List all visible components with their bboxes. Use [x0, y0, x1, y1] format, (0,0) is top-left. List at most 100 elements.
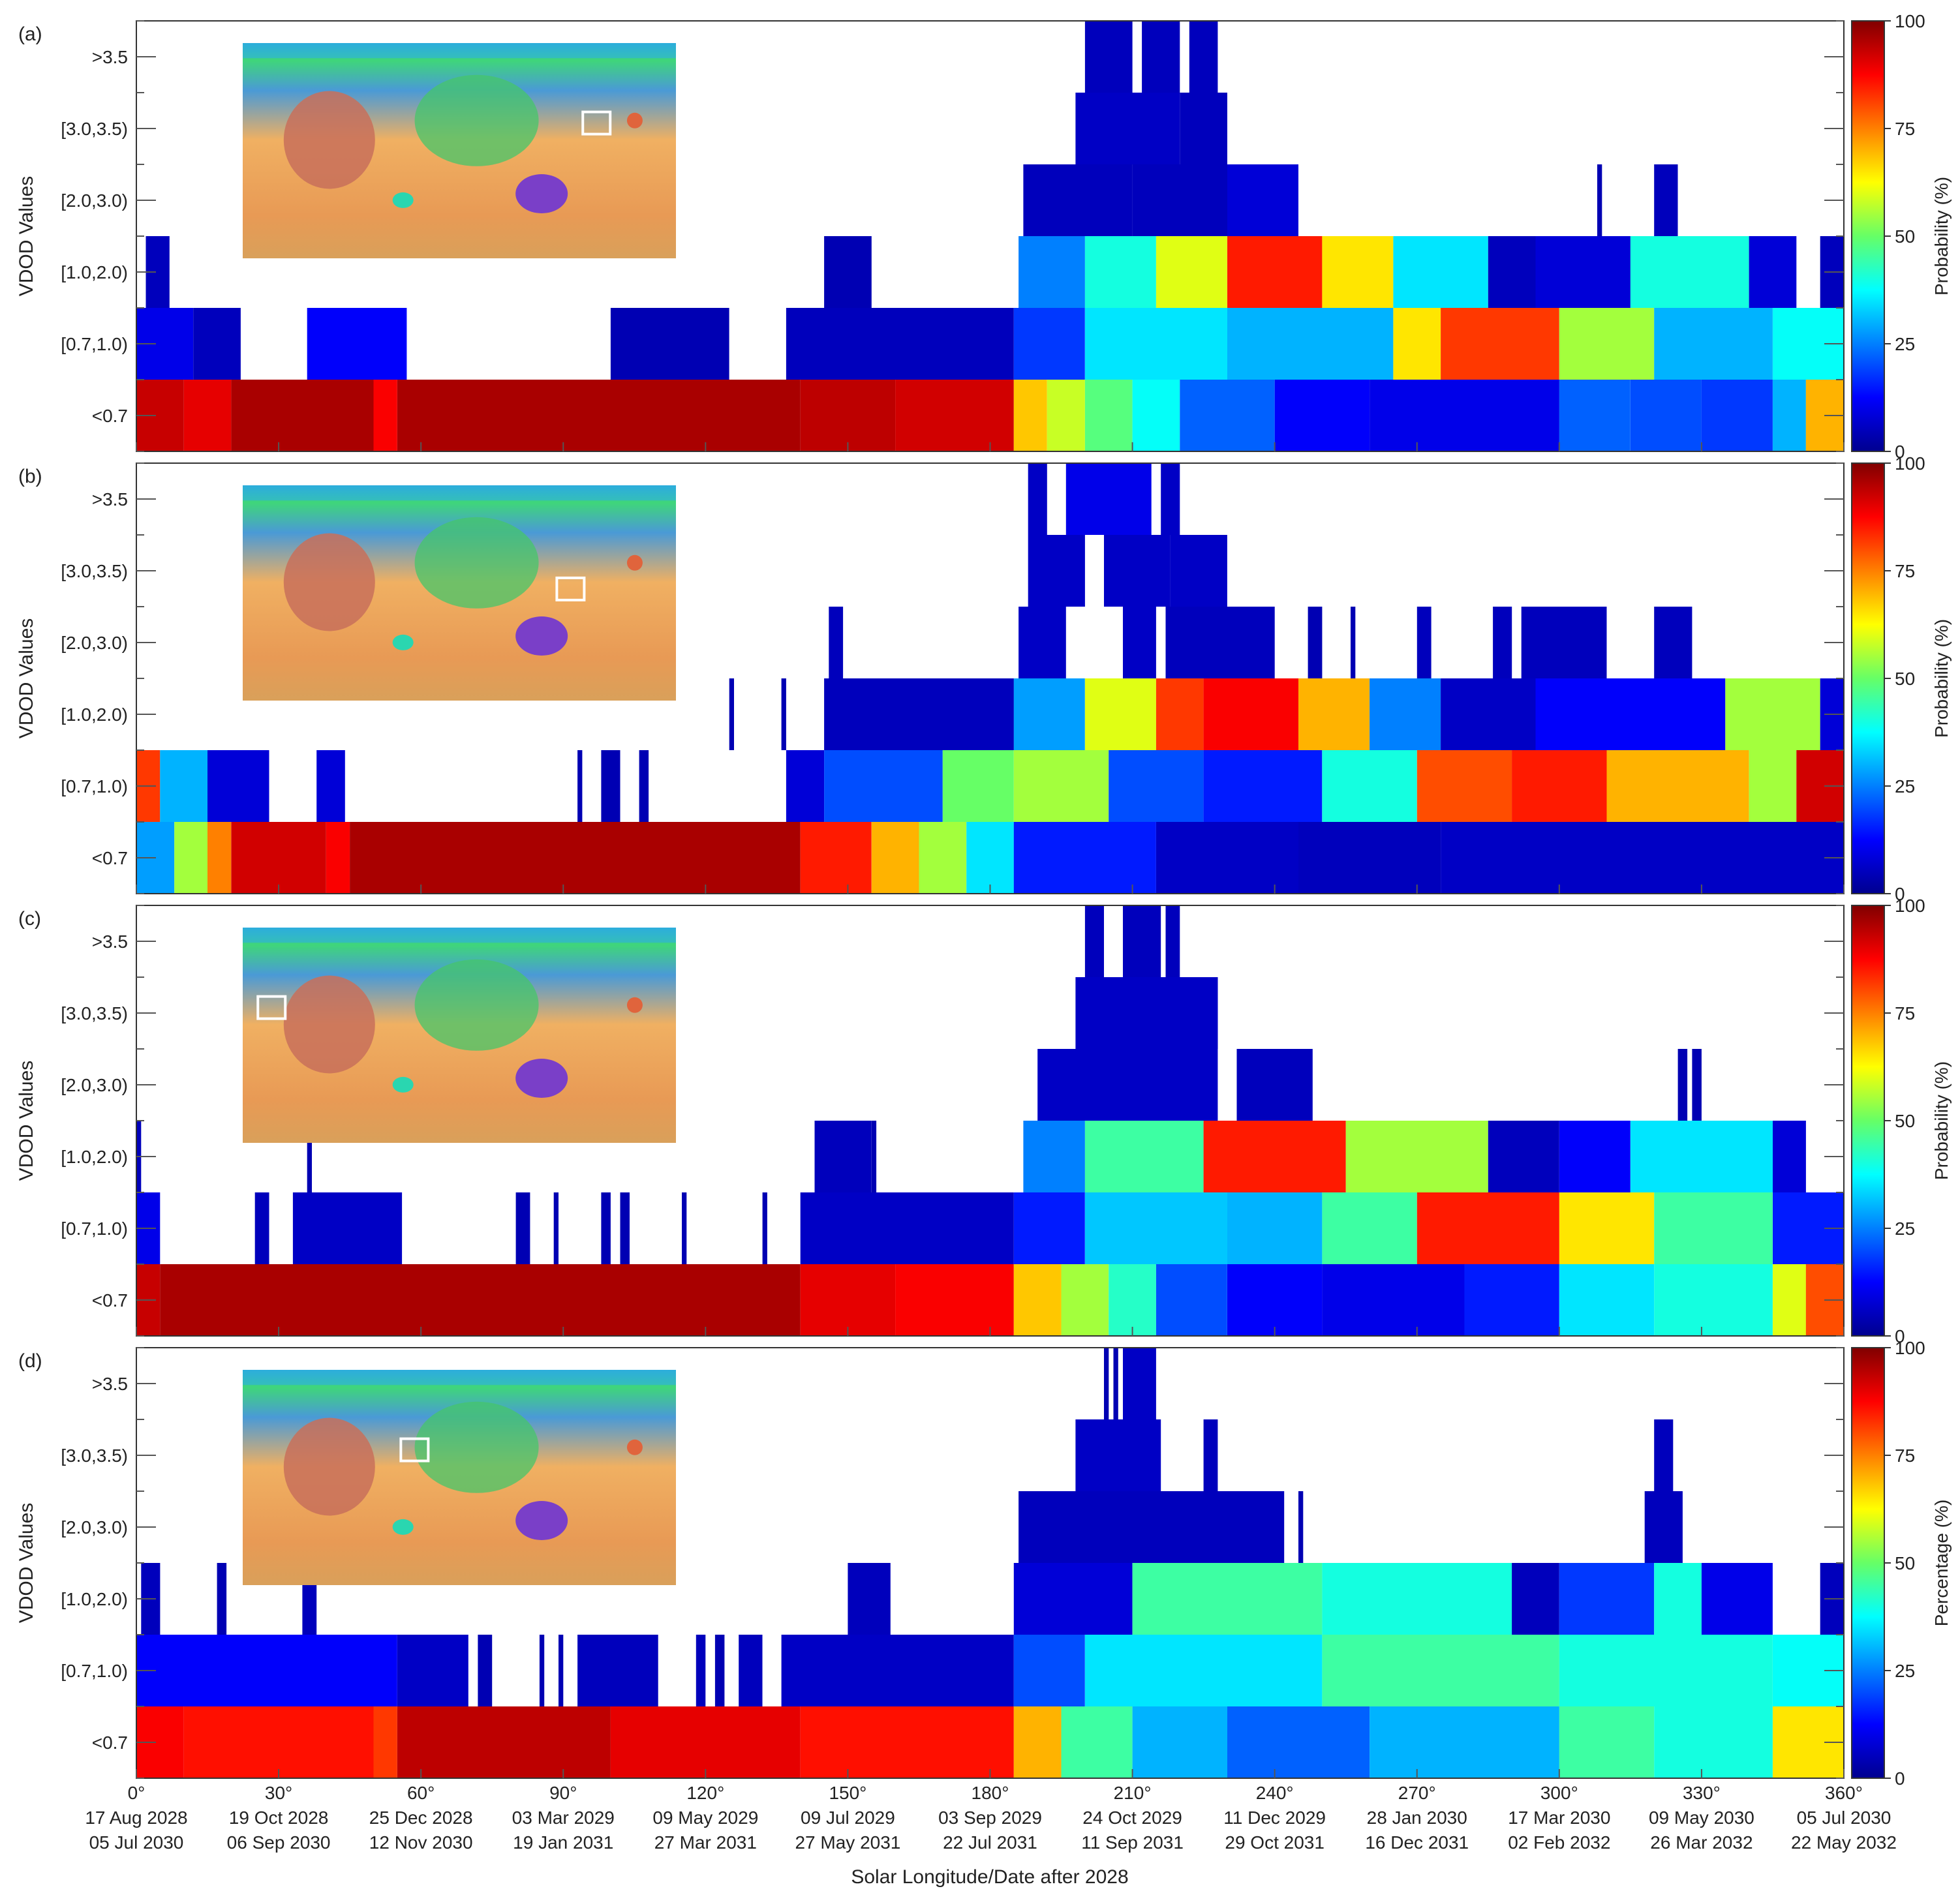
heatmap-cell	[1535, 236, 1631, 308]
heatmap-cell	[871, 1121, 877, 1192]
heatmap-cell	[1189, 21, 1218, 93]
heatmap-cell	[292, 1192, 403, 1264]
colorbar-tick-label: 75	[1895, 1003, 1915, 1023]
heatmap-cell	[1123, 607, 1156, 678]
heatmap-cell	[1773, 1264, 1806, 1336]
heatmap-cell	[1701, 1563, 1773, 1635]
heatmap-cell	[1084, 1635, 1323, 1706]
heatmap-cell	[1203, 1419, 1218, 1491]
heatmap-cell	[1274, 380, 1370, 451]
x-date-label: 26 Mar 2032	[1650, 1832, 1753, 1853]
heatmap-cell	[1535, 678, 1726, 750]
y-axis-label: VDOD Values	[16, 618, 37, 739]
panel-a: <0.7 [0.7,1.0) [1.0,2.0) [2.0,3.0) [3.0,3.5)…	[16, 11, 1952, 462]
heatmap-cell	[577, 1635, 658, 1706]
heatmap-cell	[350, 822, 801, 894]
panel-d: <0.7 [0.7,1.0) [1.0,2.0) [2.0,3.0) [3.0,3.5)…	[16, 1338, 1952, 1789]
heatmap-cell	[1345, 1121, 1488, 1192]
tharsis-region	[283, 1417, 375, 1516]
heatmap-cell	[1559, 308, 1655, 380]
colorbar-tick-label: 0	[1895, 884, 1905, 904]
y-category-label: <0.7	[92, 1733, 128, 1753]
site-marker	[581, 110, 612, 136]
y-axis-label: VDOD Values	[16, 176, 37, 297]
y-category-label: [1.0,2.0)	[61, 262, 128, 282]
heatmap-cell	[1028, 463, 1047, 535]
heatmap-cell	[1654, 1264, 1773, 1336]
heatmap-cell	[207, 822, 232, 894]
polar-cap	[243, 43, 676, 59]
colorbar-tick-label: 50	[1895, 226, 1915, 247]
x-date-label: 09 May 2030	[1649, 1808, 1754, 1828]
colorbar-tick-label: 25	[1895, 334, 1915, 354]
heatmap-cell	[1416, 607, 1432, 678]
x-date-label: 27 Mar 2031	[654, 1832, 757, 1853]
x-axis: 0° 17 Aug 2028 05 Jul 2030 30° 19 Oct 2028 06…	[85, 1783, 1897, 1853]
colorbar-tick-label: 25	[1895, 1661, 1915, 1681]
x-tick-label: 240°	[1256, 1783, 1294, 1803]
heatmap-cell	[1013, 308, 1085, 380]
heatmap-cell	[553, 1192, 559, 1264]
colorbar	[1851, 1347, 1885, 1779]
heatmap-cell	[373, 1706, 397, 1778]
heatmap-cell	[1156, 236, 1227, 308]
heatmap-cell	[682, 1192, 687, 1264]
heatmap-cell	[307, 308, 407, 380]
heatmap-cell	[1416, 750, 1512, 822]
heatmap-cell	[824, 236, 872, 308]
x-date-label: 05 Jul 2030	[1797, 1808, 1891, 1828]
heatmap-cell	[1298, 678, 1370, 750]
heatmap-cell	[1654, 164, 1678, 236]
heatmap-cell	[1227, 308, 1394, 380]
hellas-basin	[515, 1501, 568, 1540]
heatmap-cell	[577, 750, 583, 822]
tharsis-region	[283, 975, 375, 1074]
heatmap-cell	[1165, 607, 1275, 678]
panel-letter: (d)	[18, 1350, 42, 1372]
y-axis-label: VDOD Values	[16, 1503, 37, 1624]
heatmap-cell	[714, 1635, 725, 1706]
lowland-region	[414, 1401, 539, 1493]
x-tick-label: 180°	[972, 1783, 1009, 1803]
heatmap-cell	[1521, 607, 1607, 678]
heatmap-cell	[1227, 1264, 1323, 1336]
heatmap-cell	[1701, 380, 1773, 451]
heatmap-cell	[254, 1192, 269, 1264]
heatmap-cell	[1322, 236, 1394, 308]
heatmap-cell	[217, 1563, 227, 1635]
heatmap-cell	[1512, 750, 1607, 822]
colorbar-label: Percentage (%)	[1931, 1500, 1952, 1627]
heatmap-cell	[729, 678, 734, 750]
heatmap-cell	[1308, 607, 1323, 678]
heatmap-cell	[1084, 236, 1156, 308]
heatmap-cell	[307, 1121, 312, 1192]
heatmap-cell	[1749, 236, 1797, 308]
heatmap-cell	[1013, 822, 1156, 894]
heatmap-cell	[183, 1706, 374, 1778]
colorbar-tick-label: 100	[1895, 1338, 1925, 1358]
heatmap-cell	[1441, 678, 1536, 750]
site-marker	[399, 1437, 430, 1462]
y-category-label: >3.5	[92, 47, 128, 67]
panel-letter: (c)	[18, 908, 41, 930]
heatmap-cell	[1654, 607, 1692, 678]
heatmap-cell	[1084, 380, 1133, 451]
mars-map-inset	[243, 1370, 676, 1585]
y-category-label: <0.7	[92, 1290, 128, 1310]
heatmap-cell	[160, 1264, 801, 1336]
polar-cap	[243, 928, 676, 943]
heatmap-cell	[1013, 1264, 1062, 1336]
y-category-label: [0.7,1.0)	[61, 1661, 128, 1681]
y-category-label: >3.5	[92, 489, 128, 509]
heatmap-cell	[895, 380, 1014, 451]
x-date-label: 25 Dec 2028	[369, 1808, 473, 1828]
mars-map-inset	[243, 43, 676, 258]
y-category-label: >3.5	[92, 1374, 128, 1394]
x-date-label: 19 Jan 2031	[513, 1832, 613, 1853]
x-date-label: 17 Aug 2028	[85, 1808, 187, 1828]
heatmap-cell	[610, 308, 729, 380]
y-category-label: [3.0,3.5)	[61, 1003, 128, 1023]
elysium-mons	[626, 1439, 643, 1455]
polar-cap	[243, 1370, 676, 1386]
heatmap-cell	[1236, 1049, 1313, 1121]
